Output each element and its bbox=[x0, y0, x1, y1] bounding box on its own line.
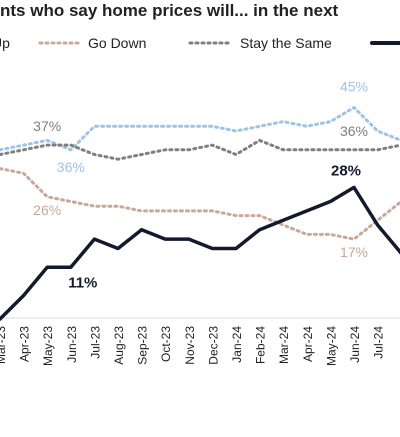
x-tick-label: Jul-23 bbox=[88, 326, 102, 359]
data-label: 36% bbox=[57, 159, 85, 175]
chart-title: nts who say home prices will... in the n… bbox=[0, 1, 339, 20]
x-tick-label: Nov-23 bbox=[183, 326, 197, 365]
series-line bbox=[0, 167, 400, 241]
legend-label: Stay the Same bbox=[240, 35, 332, 51]
legend-label: Go Down bbox=[88, 35, 146, 51]
x-tick-label: Sep-23 bbox=[136, 326, 150, 365]
data-label: 28% bbox=[331, 162, 361, 179]
x-tick-label: Feb-24 bbox=[254, 326, 268, 364]
data-label: 17% bbox=[340, 244, 368, 260]
series-line bbox=[0, 138, 400, 161]
x-tick-label: Apr-24 bbox=[301, 326, 315, 362]
x-tick-label: Jul-24 bbox=[372, 326, 386, 359]
series-line bbox=[0, 185, 400, 321]
x-tick-label: Mar-24 bbox=[277, 326, 291, 364]
data-label: 45% bbox=[340, 79, 368, 95]
x-tick-label: Jun-24 bbox=[348, 326, 362, 363]
legend-label: Up bbox=[0, 35, 10, 51]
x-tick-label: Aug-23 bbox=[112, 326, 126, 365]
x-tick-label: Apr-23 bbox=[18, 326, 32, 362]
x-tick-label: Jun-23 bbox=[65, 326, 79, 363]
data-label: 11% bbox=[68, 274, 97, 291]
series-line bbox=[0, 106, 400, 152]
x-tick-label: Oct-23 bbox=[159, 326, 173, 362]
x-tick-label: May-23 bbox=[41, 326, 55, 366]
x-tick-label: Jan-24 bbox=[230, 326, 244, 363]
x-tick-label: Dec-23 bbox=[206, 326, 220, 365]
data-label: 26% bbox=[33, 202, 61, 218]
data-label: 36% bbox=[340, 123, 368, 139]
x-tick-label: May-24 bbox=[324, 326, 338, 366]
x-tick-label: Mar-23 bbox=[0, 326, 8, 364]
data-label: 37% bbox=[33, 118, 61, 134]
